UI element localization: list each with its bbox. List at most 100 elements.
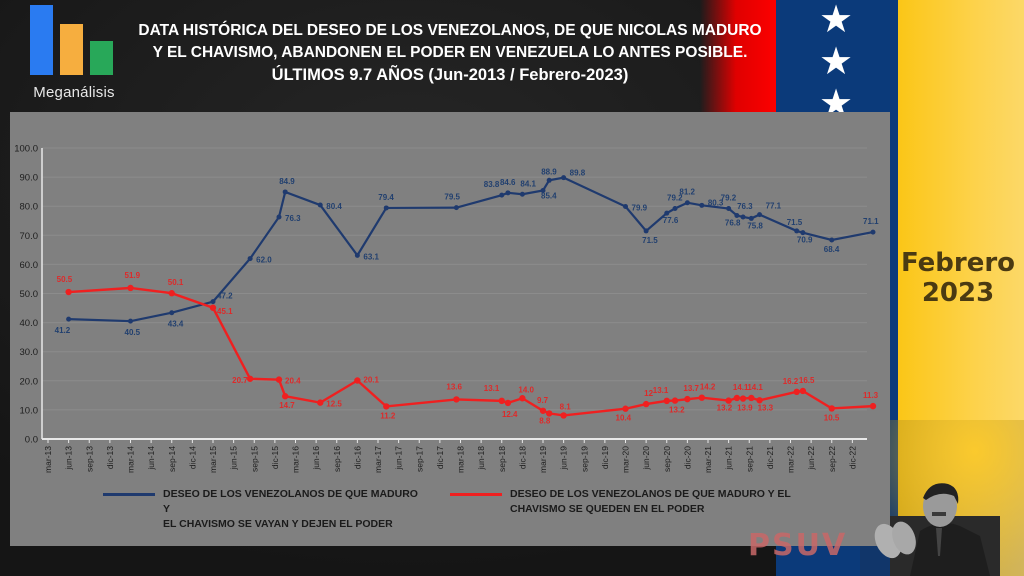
data-label: 76.8: [725, 219, 741, 228]
y-tick-label: 70.0: [20, 231, 39, 242]
x-tick-label: dic-14: [187, 446, 197, 469]
data-label: 71.5: [787, 218, 803, 227]
data-label: 11.3: [863, 391, 879, 400]
data-point: [623, 203, 628, 209]
date-label: Febrero 2023: [892, 248, 1024, 308]
y-axis: 0.0 10.0 20.0 30.0 40.0 50.0 60.0 70.0 80.0 90.0 1…: [14, 144, 43, 446]
data-point: [540, 187, 546, 193]
data-point: [65, 288, 72, 296]
data-point: [383, 403, 390, 410]
line-chart: 0.0 10.0 20.0 30.0 40.0 50.0 60.0 70.0 80.0 90.0 1…: [14, 144, 879, 473]
data-point: [209, 304, 217, 311]
data-point: [282, 189, 288, 195]
y-tick-label: 10.0: [20, 405, 39, 416]
x-tick-label: jun-16: [311, 446, 321, 471]
data-point: [726, 206, 732, 212]
data-point: [642, 400, 650, 408]
data-point: [498, 397, 505, 405]
chart-title: DATA HISTÓRICA DEL DESEO DE LOS VENEZOLA…: [120, 20, 780, 86]
data-point: [643, 228, 649, 234]
data-label: 12: [644, 389, 653, 398]
data-label: 20.7: [232, 376, 248, 385]
data-label: 80.4: [326, 202, 342, 211]
y-tick-label: 20.0: [20, 376, 39, 387]
data-label: 84.9: [279, 177, 295, 186]
data-point: [128, 318, 133, 324]
data-label: 71.5: [642, 236, 658, 245]
psuv-watermark: PSUV: [748, 528, 848, 563]
data-point: [799, 387, 807, 395]
x-tick-label: sep-13: [84, 446, 94, 472]
legend-label-red: DESEO DE LOS VENEZOLANOS DE QUE MADURO Y…: [510, 487, 800, 517]
data-label: 20.4: [285, 377, 301, 386]
data-label: 50.1: [168, 278, 184, 287]
legend-blue-line2: EL CHAVISMO SE VAYAN Y DEJEN EL PODER: [163, 518, 393, 530]
data-point: [684, 200, 690, 206]
data-point: [756, 397, 763, 404]
data-label: 79.4: [378, 193, 394, 202]
meganalisis-logo: Meganálisis: [24, 5, 124, 103]
data-label: 70.9: [797, 236, 813, 245]
y-tick-label: 100.0: [14, 144, 38, 155]
data-point: [276, 214, 282, 220]
data-label: 84.6: [500, 178, 516, 187]
x-tick-label: mar-22: [786, 446, 796, 473]
star-icon: ★: [818, 41, 854, 83]
data-label: 9.7: [537, 396, 549, 405]
data-label: 11.2: [380, 411, 396, 420]
data-label: 13.7: [683, 384, 699, 393]
x-tick-label: mar-13: [43, 446, 53, 473]
data-label: 16.5: [799, 376, 815, 385]
flag-red-stripe: [700, 0, 780, 115]
data-point: [499, 192, 505, 198]
data-label: 14.0: [518, 385, 534, 394]
data-label: 88.9: [541, 167, 557, 176]
data-label: 77.1: [766, 202, 782, 211]
x-tick-label: dic-21: [765, 446, 775, 469]
data-point: [546, 177, 552, 183]
data-point: [453, 205, 459, 211]
data-label: 79.2: [667, 194, 683, 203]
data-label: 84.1: [520, 179, 536, 188]
data-label: 43.4: [168, 320, 184, 329]
data-label: 81.2: [679, 188, 695, 197]
data-point: [281, 393, 289, 400]
y-tick-label: 0.0: [25, 435, 38, 446]
data-label: 71.1: [863, 217, 879, 226]
x-tick-label: jun-17: [394, 446, 404, 471]
x-axis: mar-13 jun-13 sep-13 dic-13 mar-14 jun-14 sep-…: [42, 438, 867, 473]
data-label: 83.8: [484, 180, 500, 189]
date-label-year: 2023: [921, 278, 995, 308]
data-point: [561, 175, 567, 181]
data-label: 76.3: [285, 214, 301, 223]
x-tick-label: jun-14: [146, 446, 156, 471]
x-tick-label: mar-21: [703, 446, 713, 473]
logo-bar-blue: [30, 5, 53, 75]
logo-bar-green: [90, 41, 113, 75]
series-layer: 41.2 40.5 43.4 47.2 62.0 76.3 84.9 80.4 63.1 79.4…: [55, 167, 879, 425]
x-tick-label: mar-14: [126, 446, 136, 473]
x-tick-label: jun-21: [724, 446, 734, 471]
data-label: 13.1: [484, 384, 500, 393]
data-label: 14.1: [733, 383, 749, 392]
x-tick-label: jun-22: [806, 446, 816, 471]
x-tick-label: dic-20: [682, 446, 692, 469]
data-label: 79.9: [632, 203, 648, 212]
data-point: [828, 405, 835, 412]
data-point: [699, 202, 705, 208]
x-tick-label: sep-14: [167, 446, 177, 472]
title-line-1: DATA HISTÓRICA DEL DESEO DE LOS VENEZOLA…: [138, 22, 762, 39]
data-point: [622, 405, 629, 412]
data-label: 13.3: [758, 403, 774, 412]
data-point: [354, 377, 361, 384]
data-label: 13.2: [669, 406, 685, 415]
data-point: [748, 394, 755, 402]
data-label: 85.4: [541, 191, 557, 200]
data-label: 63.1: [363, 252, 379, 261]
data-label: 62.0: [256, 256, 272, 265]
data-point: [748, 215, 754, 221]
x-tick-label: dic-18: [517, 446, 527, 469]
x-tick-label: sep-21: [744, 446, 754, 472]
data-label: 14.1: [747, 383, 763, 392]
data-label: 8.1: [560, 402, 572, 411]
